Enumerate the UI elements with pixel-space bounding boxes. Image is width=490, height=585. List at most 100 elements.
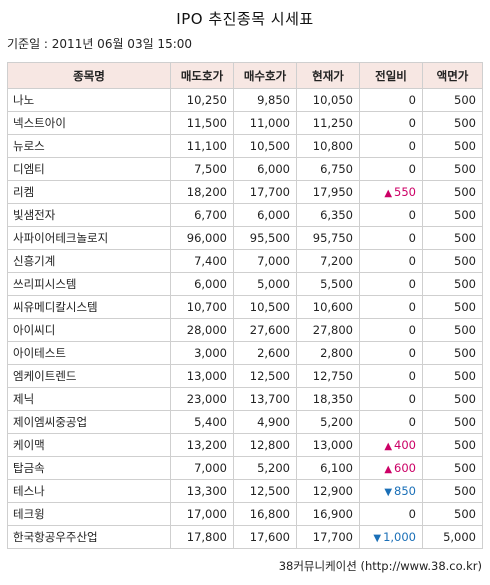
change-cell: 0 (359, 318, 423, 342)
stock-name-cell: 뉴로스 (7, 134, 171, 158)
change-cell: 0 (359, 410, 423, 434)
stock-name-cell: 제이엠씨중공업 (7, 410, 171, 434)
bid-price-cell: 7,000 (233, 249, 297, 273)
current-price-cell: 11,250 (296, 111, 360, 135)
change-value: 0 (408, 369, 416, 383)
change-cell: 0 (359, 502, 423, 526)
change-cell: 0 (359, 111, 423, 135)
par-value-cell: 500 (422, 88, 483, 112)
bid-price-cell: 16,800 (233, 502, 297, 526)
current-price-cell: 6,100 (296, 456, 360, 480)
bid-price-cell: 17,700 (233, 180, 297, 204)
stock-name-cell: 넥스트아이 (7, 111, 171, 135)
change-value: 0 (408, 507, 416, 521)
change-value: 0 (408, 231, 416, 245)
ask-price-cell: 7,000 (170, 456, 234, 480)
ask-price-cell: 17,800 (170, 525, 234, 549)
up-triangle-icon: ▲ (384, 464, 393, 475)
change-value: 600 (394, 461, 416, 475)
table-row: 엠케이트렌드 13,000 12,500 12,750 0 500 (7, 364, 483, 388)
par-value-cell: 500 (422, 502, 483, 526)
change-value: 0 (408, 162, 416, 176)
par-value-cell: 500 (422, 341, 483, 365)
current-price-cell: 10,050 (296, 88, 360, 112)
col-header-name: 종목명 (7, 62, 171, 89)
change-cell: 0 (359, 341, 423, 365)
bid-price-cell: 12,500 (233, 364, 297, 388)
change-cell: 0 (359, 272, 423, 296)
ask-price-cell: 28,000 (170, 318, 234, 342)
table-row: 제이엠씨중공업 5,400 4,900 5,200 0 500 (7, 410, 483, 434)
ask-price-cell: 10,700 (170, 295, 234, 319)
ask-price-cell: 7,400 (170, 249, 234, 273)
ipo-quote-table: 종목명 매도호가 매수호가 현재가 전일비 액면가 나노 10,250 9,850 1… (7, 62, 483, 549)
current-price-cell: 12,900 (296, 479, 360, 503)
ask-price-cell: 6,700 (170, 203, 234, 227)
change-cell: ▲ 550 (359, 180, 423, 204)
table-body: 나노 10,250 9,850 10,050 0 500 넥스트아이 11,500 11,000… (7, 88, 483, 549)
bid-price-cell: 11,000 (233, 111, 297, 135)
ask-price-cell: 7,500 (170, 157, 234, 181)
ask-price-cell: 13,300 (170, 479, 234, 503)
ask-price-cell: 11,100 (170, 134, 234, 158)
footer-credit: 38커뮤니케이션 (http://www.38.co.kr) (278, 559, 482, 573)
change-value: 550 (394, 185, 416, 199)
col-header-par: 액면가 (422, 62, 483, 89)
par-value-cell: 500 (422, 249, 483, 273)
current-price-cell: 17,950 (296, 180, 360, 204)
col-header-ask: 매도호가 (170, 62, 234, 89)
table-row: 사파이어테크놀로지 96,000 95,500 95,750 0 500 (7, 226, 483, 250)
change-value: 0 (408, 277, 416, 291)
stock-name-cell: 나노 (7, 88, 171, 112)
table-row: 테크윙 17,000 16,800 16,900 0 500 (7, 502, 483, 526)
par-value-cell: 500 (422, 203, 483, 227)
current-price-cell: 16,900 (296, 502, 360, 526)
stock-name-cell: 케이맥 (7, 433, 171, 457)
ask-price-cell: 11,500 (170, 111, 234, 135)
current-price-cell: 5,500 (296, 272, 360, 296)
stock-name-cell: 테스나 (7, 479, 171, 503)
stock-name-cell: 씨유메디칼시스템 (7, 295, 171, 319)
table-row: 리켐 18,200 17,700 17,950 ▲ 550 500 (7, 180, 483, 204)
stock-name-cell: 엠케이트렌드 (7, 364, 171, 388)
par-value-cell: 500 (422, 456, 483, 480)
table-row: 아이테스트 3,000 2,600 2,800 0 500 (7, 341, 483, 365)
bid-price-cell: 9,850 (233, 88, 297, 112)
table-row: 제닉 23,000 13,700 18,350 0 500 (7, 387, 483, 411)
change-cell: 0 (359, 226, 423, 250)
par-value-cell: 500 (422, 295, 483, 319)
par-value-cell: 500 (422, 111, 483, 135)
ask-price-cell: 18,200 (170, 180, 234, 204)
change-value: 0 (408, 208, 416, 222)
stock-name-cell: 쓰리피시스템 (7, 272, 171, 296)
bid-price-cell: 17,600 (233, 525, 297, 549)
ask-price-cell: 23,000 (170, 387, 234, 411)
change-value: 0 (408, 93, 416, 107)
current-price-cell: 13,000 (296, 433, 360, 457)
par-value-cell: 500 (422, 272, 483, 296)
bid-price-cell: 5,200 (233, 456, 297, 480)
change-cell: 0 (359, 203, 423, 227)
change-cell: 0 (359, 249, 423, 273)
table-row: 빛샘전자 6,700 6,000 6,350 0 500 (7, 203, 483, 227)
ask-price-cell: 5,400 (170, 410, 234, 434)
table-row: 쓰리피시스템 6,000 5,000 5,500 0 500 (7, 272, 483, 296)
change-cell: 0 (359, 295, 423, 319)
par-value-cell: 500 (422, 134, 483, 158)
par-value-cell: 500 (422, 180, 483, 204)
stock-name-cell: 아이테스트 (7, 341, 171, 365)
par-value-cell: 500 (422, 318, 483, 342)
bid-price-cell: 13,700 (233, 387, 297, 411)
current-price-cell: 10,600 (296, 295, 360, 319)
stock-name-cell: 빛샘전자 (7, 203, 171, 227)
current-price-cell: 18,350 (296, 387, 360, 411)
table-row: 케이맥 13,200 12,800 13,000 ▲ 400 500 (7, 433, 483, 457)
change-value: 0 (408, 392, 416, 406)
par-value-cell: 500 (422, 364, 483, 388)
table-row: 씨유메디칼시스템 10,700 10,500 10,600 0 500 (7, 295, 483, 319)
current-price-cell: 12,750 (296, 364, 360, 388)
bid-price-cell: 6,000 (233, 157, 297, 181)
bid-price-cell: 5,000 (233, 272, 297, 296)
col-header-price: 현재가 (296, 62, 360, 89)
up-triangle-icon: ▲ (384, 441, 393, 452)
